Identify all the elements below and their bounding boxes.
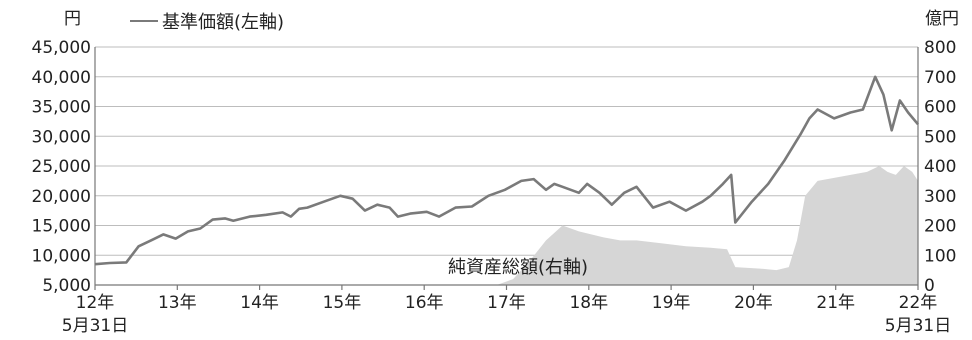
legend-nav-label: 基準価額(左軸) <box>162 12 284 33</box>
right-tick-label: 0 <box>924 276 935 296</box>
x-tick-label: 18年 <box>569 293 608 313</box>
x-tick-label: 16年 <box>405 293 444 313</box>
x-tick-label: 14年 <box>240 293 279 313</box>
x-tick-label: 19年 <box>652 293 691 313</box>
left-tick-label: 30,000 <box>32 127 91 147</box>
nav-line <box>94 75 919 266</box>
right-tick-label: 300 <box>924 187 956 207</box>
right-y-ticks: 0 100 200 300 400 500 600 700 800 <box>924 38 956 296</box>
x-ticks: 12年 13年 14年 15年 16年 17年 18年 19年 20年 21年 22年 5月31日 5月… <box>62 285 951 336</box>
left-tick-label: 45,000 <box>32 38 91 58</box>
left-tick-label: 10,000 <box>32 246 91 266</box>
left-tick-label: 20,000 <box>32 187 91 207</box>
x-tick-label: 21年 <box>816 293 855 313</box>
x-tick-label: 15年 <box>323 293 362 313</box>
x-tick-label: 13年 <box>158 293 197 313</box>
right-tick-label: 500 <box>924 127 956 147</box>
left-tick-label: 35,000 <box>32 98 91 118</box>
x-start-date: 5月31日 <box>62 316 128 336</box>
x-end-date: 5月31日 <box>885 316 951 336</box>
right-tick-label: 200 <box>924 217 956 237</box>
left-y-ticks: 5,000 10,000 15,000 20,000 25,000 30,000 35,00… <box>32 38 91 296</box>
right-tick-label: 100 <box>924 246 956 266</box>
left-axis-unit: 円 <box>64 9 81 29</box>
x-tick-label: 22年 <box>899 293 938 313</box>
left-tick-label: 40,000 <box>32 68 91 88</box>
left-tick-label: 25,000 <box>32 157 91 177</box>
area-layer <box>95 166 918 285</box>
net-assets-area <box>95 166 918 285</box>
left-tick-label: 15,000 <box>32 217 91 237</box>
line-layer <box>94 75 919 266</box>
left-tick-label: 5,000 <box>42 276 91 296</box>
x-tick-label: 12年 <box>76 293 115 313</box>
x-tick-label: 17年 <box>487 293 526 313</box>
right-tick-label: 600 <box>924 98 956 118</box>
right-axis-unit: 億円 <box>925 9 959 29</box>
right-tick-label: 400 <box>924 157 956 177</box>
right-tick-label: 700 <box>924 68 956 88</box>
legend-net-assets-label: 純資産総額(右軸) <box>448 257 588 278</box>
right-tick-label: 800 <box>924 38 956 58</box>
x-tick-label: 20年 <box>734 293 773 313</box>
